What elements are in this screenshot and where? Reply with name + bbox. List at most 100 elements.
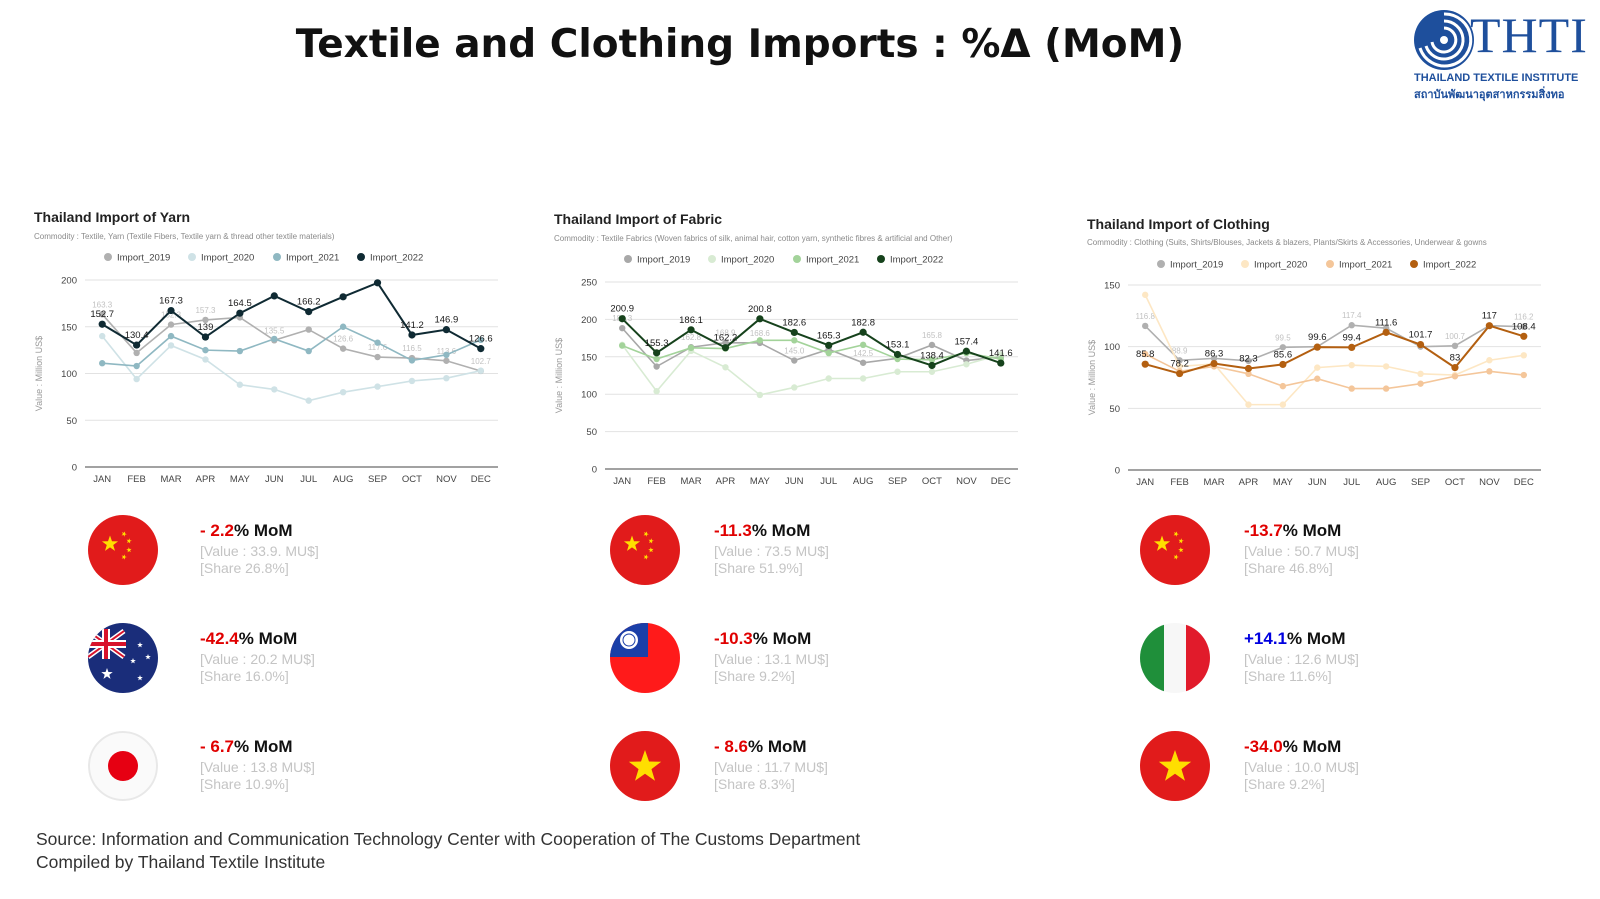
import-value: [Value : 13.1 MU$] — [714, 651, 829, 667]
data-label: 141.2 — [400, 320, 424, 331]
data-point — [477, 345, 485, 353]
data-label: 162.8 — [681, 333, 702, 342]
legend-marker — [1326, 260, 1334, 268]
data-point — [408, 331, 416, 339]
data-label: 88.9 — [1172, 346, 1188, 355]
import-share: [Share 10.9%] — [200, 776, 289, 792]
legend-label: Import_2020 — [1254, 260, 1307, 271]
x-tick-label: JUL — [1343, 477, 1360, 488]
legend-marker — [104, 253, 112, 261]
mom-change: -11.3% MoM — [714, 521, 810, 541]
legend-marker — [273, 253, 281, 261]
data-point — [756, 337, 764, 344]
y-tick-label: 0 — [1115, 466, 1120, 477]
legend-label: Import_2019 — [1170, 260, 1223, 271]
legend-marker — [1157, 260, 1165, 268]
data-point — [721, 344, 730, 352]
data-label: 200.9 — [610, 304, 634, 315]
data-point — [339, 293, 347, 301]
data-label: 157.3 — [195, 306, 216, 315]
fabric-chart: Import_2019 Import_2020 Import_2021 Import_… — [554, 255, 1018, 487]
data-label: 108.4 — [1512, 321, 1536, 332]
data-point — [1142, 322, 1149, 330]
legend-item-import_2019: Import_2019 — [104, 253, 170, 264]
china-flag — [610, 515, 680, 585]
data-point — [859, 375, 867, 382]
x-tick-label: MAY — [1273, 477, 1294, 488]
data-label: 166.2 — [297, 297, 321, 308]
logo-subtitle-th: สถาบันพัฒนาอุตสาหกรรมสิ่งทอ — [1414, 89, 1565, 101]
data-point — [1279, 382, 1287, 390]
legend-item-import_2019: Import_2019 — [1157, 260, 1223, 271]
data-point — [201, 333, 210, 341]
mom-percent: -10.3 — [714, 629, 753, 648]
mom-percent: -11.3 — [714, 521, 752, 540]
import-value: [Value : 11.7 MU$] — [714, 759, 828, 775]
clothing-chart-title: Thailand Import of Clothing — [1087, 216, 1270, 232]
x-tick-label: NOV — [956, 476, 977, 487]
fabric-chart-title: Thailand Import of Fabric — [554, 211, 723, 227]
mom-suffix: % MoM — [752, 629, 812, 648]
data-point — [722, 364, 729, 371]
x-tick-label: JAN — [613, 476, 631, 487]
mom-change: -10.3% MoM — [714, 629, 811, 649]
data-point — [859, 341, 867, 349]
data-point — [99, 360, 106, 367]
data-point — [859, 328, 867, 336]
y-tick-label: 50 — [586, 427, 597, 438]
data-label: 142.5 — [853, 349, 874, 358]
data-label: 139 — [198, 322, 214, 333]
import-share: [Share 9.2%] — [1244, 776, 1325, 792]
y-tick-label: 150 — [61, 322, 77, 333]
x-tick-label: NOV — [1479, 477, 1500, 488]
data-point — [997, 359, 1005, 367]
x-tick-label: JAN — [93, 474, 111, 485]
data-label: 162.2 — [714, 333, 738, 344]
legend-item-import_2022: Import_2022 — [877, 255, 943, 266]
y-tick-label: 50 — [66, 416, 77, 427]
data-point — [997, 351, 1004, 358]
y-tick-label: 150 — [581, 352, 597, 363]
data-point — [1520, 371, 1527, 379]
mom-suffix: % MoM — [1282, 521, 1342, 540]
yarn-chart-title: Thailand Import of Yarn — [34, 209, 191, 225]
legend-item-import_2022: Import_2022 — [1410, 260, 1476, 271]
y-tick-label: 0 — [72, 463, 77, 474]
import-share: [Share 11.6%] — [1244, 668, 1332, 684]
data-label: 182.6 — [782, 317, 806, 328]
data-point — [1142, 350, 1149, 358]
data-point — [756, 315, 764, 323]
data-label: 116.8 — [1135, 312, 1155, 321]
series-line — [621, 339, 1001, 361]
data-point — [619, 342, 626, 349]
series-line — [102, 325, 482, 367]
data-point — [790, 328, 798, 337]
data-label: 117.6 — [368, 343, 388, 352]
data-point — [619, 324, 626, 332]
x-tick-label: FEB — [1170, 477, 1188, 488]
logo-subtitle-en: THAILAND TEXTILE INSTITUTE — [1414, 72, 1579, 84]
data-point — [825, 349, 832, 357]
y-tick-label: 250 — [581, 278, 597, 289]
data-point — [1520, 323, 1527, 330]
x-tick-label: MAY — [750, 476, 771, 487]
mom-suffix: % MoM — [234, 521, 293, 540]
import-value: [Value : 73.5 MU$] — [714, 543, 829, 559]
data-label: 99.4 — [1342, 332, 1361, 343]
import-share: [Share 26.8%] — [200, 560, 289, 576]
mom-percent: - 2.2 — [200, 521, 235, 540]
data-point — [408, 357, 416, 364]
data-point — [236, 309, 244, 317]
import-value: [Value : 20.2 MU$] — [200, 651, 315, 667]
data-point — [167, 332, 175, 340]
data-label: 85.6 — [1274, 349, 1293, 360]
y-tick-label: 100 — [581, 390, 597, 401]
series-import_2022: 200.9 155.3 186.1 162.2 200.8 182.6 165.3 182.8… — [610, 304, 1013, 370]
x-tick-label: JUN — [1308, 477, 1327, 488]
series-import_2021 — [99, 323, 484, 370]
data-label: 126.6 — [469, 334, 493, 345]
data-point — [236, 381, 244, 388]
y-tick-label: 0 — [592, 465, 597, 476]
data-point — [374, 353, 381, 361]
legend-label: Import_2019 — [117, 253, 170, 264]
